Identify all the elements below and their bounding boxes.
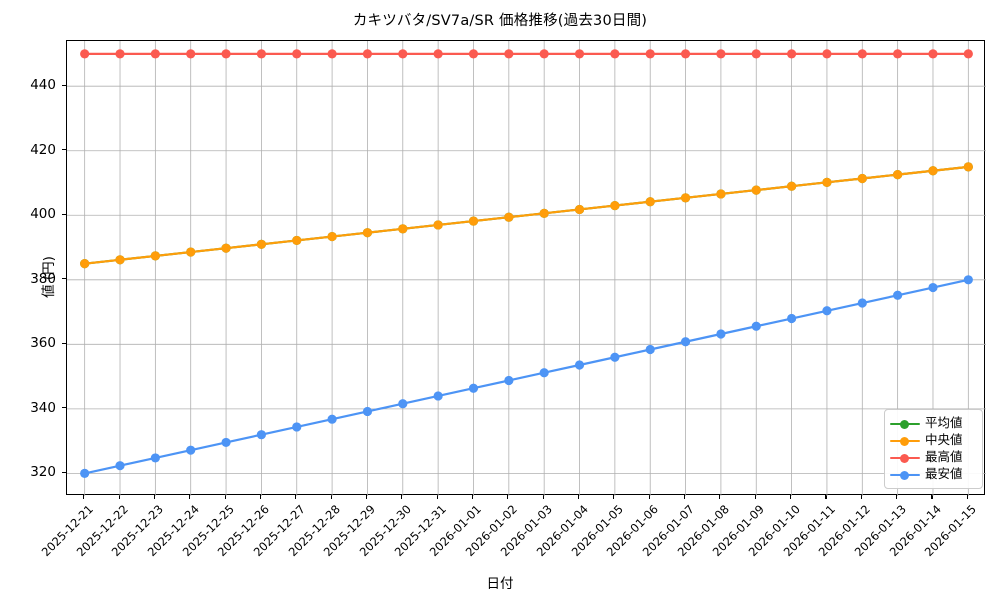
y-tick-label: 360	[30, 335, 56, 352]
plot-svg	[67, 41, 986, 496]
legend-label: 中央値	[925, 432, 963, 448]
x-tick-label: 2026-01-09	[709, 502, 768, 560]
y-tick-label: 440	[30, 77, 56, 94]
x-tick-label: 2025-12-23	[109, 502, 167, 560]
x-tick-label: 2026-01-01	[427, 502, 485, 560]
x-tick-label: 2026-01-08	[674, 502, 732, 560]
x-tick-label: 2026-01-04	[533, 502, 591, 560]
legend-label: 最高値	[925, 449, 963, 465]
y-axis-title: 値 (円)	[41, 256, 57, 298]
legend-label: 最安値	[925, 466, 963, 482]
x-tick-label: 2026-01-03	[497, 502, 556, 560]
legend-item-中央値[interactable]: 中央値	[890, 432, 976, 449]
y-tick-label: 320	[30, 464, 56, 481]
x-tick-label: 2025-12-25	[179, 502, 237, 560]
x-tick-label: 2026-01-10	[745, 502, 803, 560]
legend-marker-icon	[890, 418, 920, 430]
legend-marker-icon	[890, 435, 920, 447]
x-tick-label: 2025-12-28	[285, 502, 343, 560]
legend-item-最高値[interactable]: 最高値	[890, 449, 976, 466]
series-最高値	[80, 49, 973, 59]
x-tick-label: 2026-01-11	[780, 502, 838, 560]
x-tick-label: 2026-01-06	[603, 502, 662, 560]
chart-legend[interactable]: 平均値 中央値 最高値 最安値	[884, 409, 983, 489]
x-tick-label: 2026-01-15	[922, 502, 980, 560]
legend-label: 平均値	[925, 415, 963, 431]
chart-title: カキツバタ/SV7a/SR 価格推移(過去30日間)	[352, 13, 648, 29]
series-最安値	[80, 275, 973, 479]
x-tick-label: 2025-12-29	[321, 502, 379, 560]
y-tick-label: 340	[30, 399, 56, 416]
x-tick-label: 2026-01-02	[462, 502, 520, 560]
x-tick-label: 2026-01-05	[568, 502, 626, 560]
legend-item-平均値[interactable]: 平均値	[890, 415, 976, 432]
x-tick-label: 2025-12-31	[391, 502, 450, 560]
y-tick-label: 420	[30, 141, 56, 158]
legend-marker-icon	[890, 452, 920, 464]
x-tick-label: 2025-12-21	[38, 502, 96, 560]
x-tick-label: 2026-01-14	[886, 502, 944, 560]
plot-area	[66, 40, 986, 496]
series-中央値	[80, 162, 973, 269]
x-tick-label: 2026-01-13	[851, 502, 909, 560]
x-tick-label: 2025-12-24	[144, 502, 202, 560]
x-tick-label: 2026-01-07	[639, 502, 697, 560]
x-tick-label: 2025-12-27	[250, 502, 308, 560]
x-axis-title: 日付	[486, 576, 514, 592]
x-tick-label: 2025-12-26	[215, 502, 273, 560]
legend-marker-icon	[890, 469, 920, 481]
x-tick-label: 2026-01-12	[816, 502, 874, 560]
x-tick-label: 2025-12-22	[73, 502, 131, 560]
x-tick-label: 2025-12-30	[356, 502, 414, 560]
legend-item-最安値[interactable]: 最安値	[890, 466, 976, 483]
